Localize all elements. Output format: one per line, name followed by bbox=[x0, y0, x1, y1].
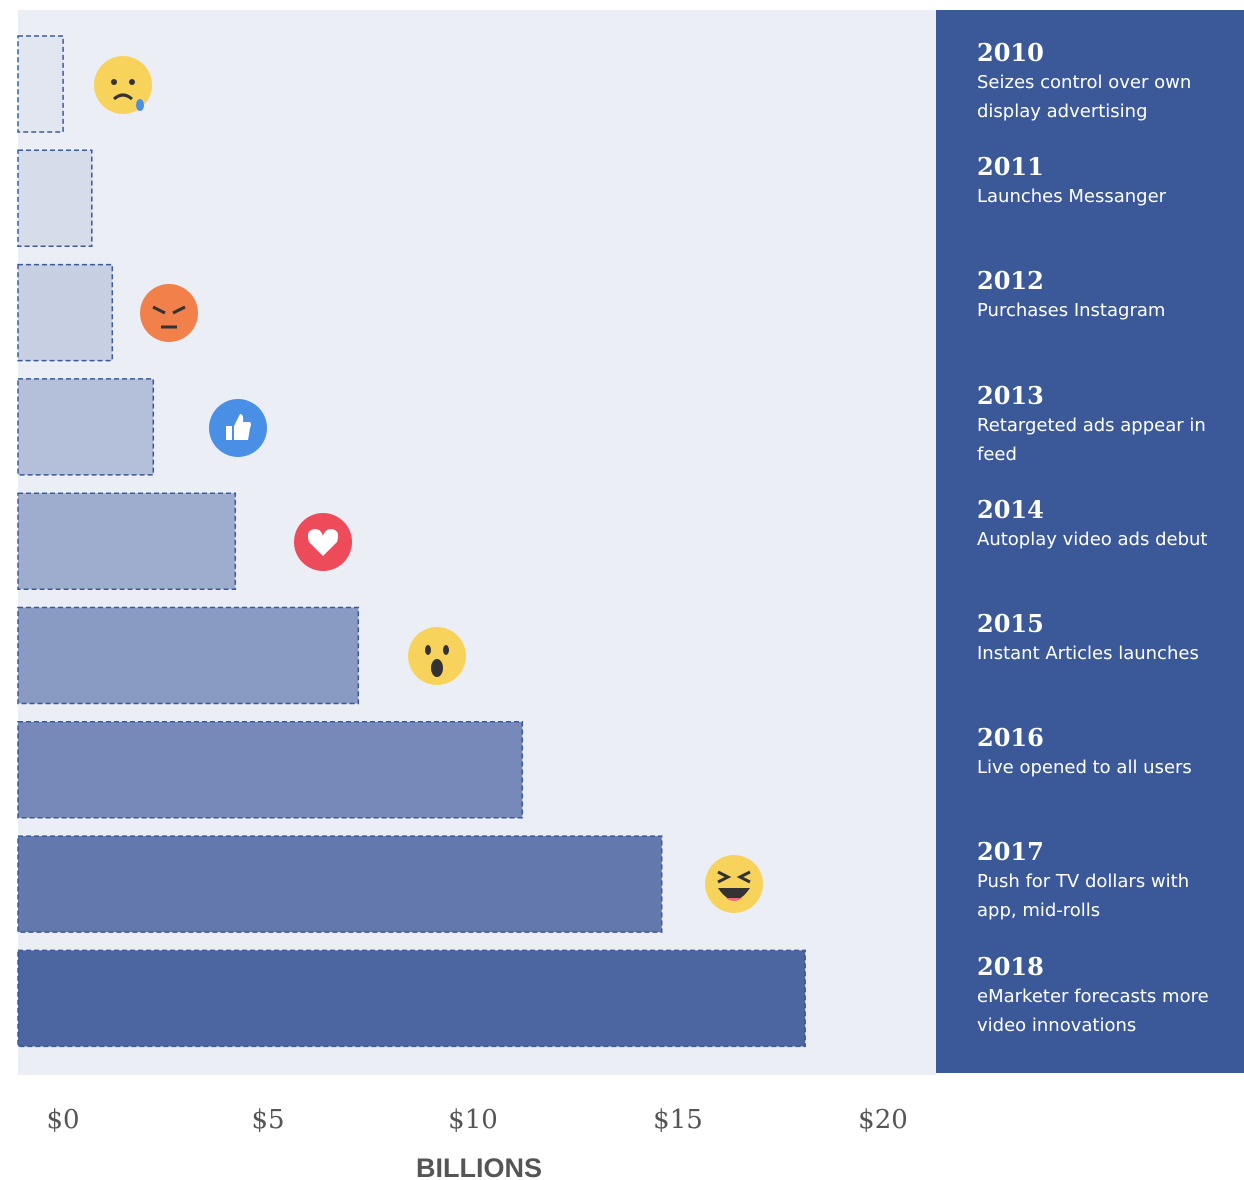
year-label: 2015 bbox=[977, 609, 1212, 639]
bar bbox=[18, 608, 358, 704]
chart: $0 $5 $10 $15 $20 BILLIONS bbox=[0, 0, 936, 1180]
wow-emoji bbox=[408, 627, 466, 685]
year-label: 2018 bbox=[977, 952, 1212, 982]
x-tick-label: $0 bbox=[46, 1105, 79, 1135]
event-description: Seizes control over own display advertis… bbox=[977, 68, 1212, 126]
event-description: Autoplay video ads debut bbox=[977, 525, 1212, 554]
year-label: 2014 bbox=[977, 495, 1212, 525]
event-description: eMarketer forecasts more video innovatio… bbox=[977, 982, 1212, 1040]
bar bbox=[18, 722, 522, 818]
year-label: 2017 bbox=[977, 837, 1212, 867]
bar bbox=[18, 493, 235, 589]
bar bbox=[18, 265, 112, 361]
event-description: Retargeted ads appear in feed bbox=[977, 411, 1212, 469]
haha-emoji bbox=[705, 855, 763, 913]
x-tick-label: $15 bbox=[653, 1105, 703, 1135]
year-label: 2011 bbox=[977, 152, 1212, 182]
year-label: 2013 bbox=[977, 381, 1212, 411]
sad-emoji bbox=[94, 56, 152, 114]
x-tick-label: $10 bbox=[448, 1105, 498, 1135]
like-emoji bbox=[209, 399, 267, 457]
love-emoji bbox=[294, 513, 352, 571]
x-tick-label: $5 bbox=[251, 1105, 284, 1135]
bar bbox=[18, 950, 805, 1046]
event-description: Launches Messanger bbox=[977, 182, 1212, 211]
x-tick-label: $20 bbox=[858, 1105, 908, 1135]
event-description: Purchases Instagram bbox=[977, 296, 1212, 325]
bar bbox=[18, 836, 662, 932]
event-description: Push for TV dollars with app, mid-rolls bbox=[977, 867, 1212, 925]
year-label: 2010 bbox=[977, 38, 1212, 68]
year-label: 2012 bbox=[977, 266, 1212, 296]
x-axis-label: BILLIONS bbox=[416, 1153, 542, 1180]
year-label: 2016 bbox=[977, 723, 1212, 753]
bar bbox=[18, 150, 92, 246]
bar bbox=[18, 379, 153, 475]
event-description: Live opened to all users bbox=[977, 753, 1212, 782]
page: $0 $5 $10 $15 $20 BILLIONS 2010Seizes control… bbox=[0, 0, 1244, 1180]
bar bbox=[18, 36, 63, 132]
angry-emoji bbox=[140, 284, 198, 342]
event-description: Instant Articles launches bbox=[977, 639, 1212, 668]
